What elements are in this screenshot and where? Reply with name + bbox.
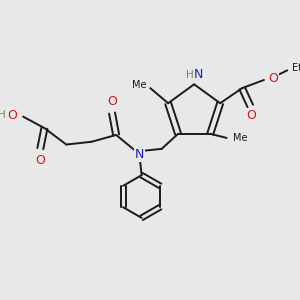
Text: N: N [135,148,144,160]
Text: N: N [194,68,203,81]
Text: O: O [247,109,256,122]
Text: O: O [35,154,45,166]
Text: Me: Me [233,133,247,143]
Text: H: H [0,110,5,120]
Text: O: O [107,95,117,108]
Text: Et: Et [292,63,300,73]
Text: Me: Me [132,80,147,90]
Text: O: O [7,109,17,122]
Text: H: H [186,70,194,80]
Text: O: O [268,72,278,85]
